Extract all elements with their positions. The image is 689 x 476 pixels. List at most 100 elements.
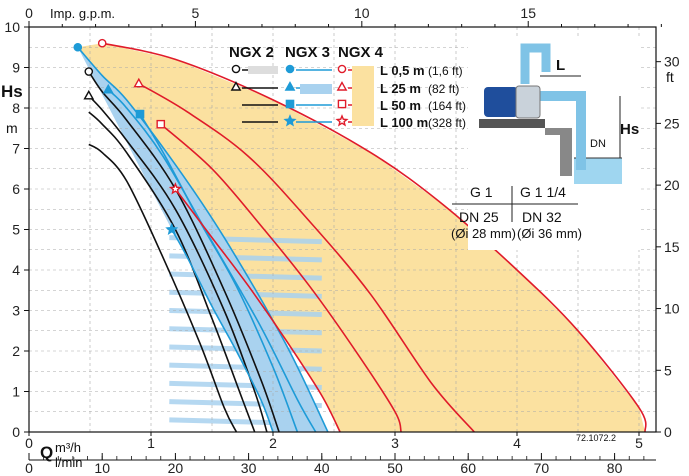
y-tick-label: 1 [12,384,20,400]
suction-pipe [540,91,586,170]
inset-g114: G 1 1/4 [520,184,566,200]
legend-model-ngx2: NGX 2 [229,44,274,61]
marker-ngx3-star [165,222,179,235]
legend-marker-ngx3 [284,81,296,91]
legend-marker-ngx3 [285,99,295,109]
y-tick-label: 0 [12,424,20,440]
marker-ngx4-circle [97,38,107,48]
inset-oi36: (Øi 36 mm) [517,226,582,241]
marker-ngx3-square [135,109,145,119]
pump-body [515,85,541,119]
legend-marker-ngx3 [285,64,295,74]
inset-dn32: DN 32 [522,209,562,225]
hatch-stripe [169,253,322,263]
marker-ngx2-tri [83,89,95,100]
legend-length-4-ft: (328 ft) [428,116,466,130]
x-tick-label: 4 [513,435,521,451]
marker-ngx4-star [168,182,182,195]
legend-fill-ngx4 [352,66,374,126]
curve-ngx2-l100m [88,143,238,433]
hatch-stripe [169,417,322,427]
curve-ngx3-l50m [139,113,299,433]
lmin-tick-label: 60 [460,460,476,476]
curve-ngx4-l100m [174,188,341,433]
lmin-tick-label: 30 [241,460,257,476]
curve-ngx4-l50m [160,123,402,433]
y-right-unit: ft [666,69,674,85]
legend-length-1-ft: (1,6 ft) [428,64,463,78]
legend-marker-ngx4 [337,64,347,74]
x-tick-label: 2 [269,435,277,451]
y-tick-label: 8 [12,100,20,116]
legend-length-3-ft: (164 ft) [428,99,466,113]
marker-ngx3-tri [102,83,114,94]
discharge-pipe [520,43,551,84]
x-tick-label: 1 [147,435,155,451]
curve-ngx3-l100m [171,229,274,433]
legend-length-3: L 50 m [380,98,421,113]
curve-ngx3-l05m [77,46,329,433]
hatch-stripe [169,344,322,354]
legend-marker-ngx3 [283,114,297,127]
fill-ngx4 [77,43,646,432]
legend-model-ngx4: NGX 4 [338,44,384,61]
curve-ngx2-l25m [88,95,268,433]
x-lmin-unit: l/min [55,455,82,470]
marker-ngx4-tri [133,77,145,88]
legend-length-1: L 0,5 m [380,63,425,78]
y-right-tick-label: 15 [664,239,680,255]
hatch-stripe [169,399,322,409]
lmin-tick-label: 50 [387,460,403,476]
curve-ngx4-l25m [138,83,475,433]
marker-origin [73,43,82,52]
hatch-stripe [169,380,322,390]
legend-fill-ngx2 [248,66,278,74]
legend-marker-ngx2 [231,64,241,74]
y-tick-label: 7 [12,141,20,157]
inset-panel [468,38,640,250]
x-axis-label: Q [40,443,53,462]
gpm-tick-label: 0 [25,5,33,21]
legend-marker-ngx4 [335,114,349,127]
legend-marker-ngx2 [230,81,242,91]
legend-model-ngx3: NGX 3 [285,44,330,61]
lmin-tick-label: 10 [94,460,110,476]
x-tick-label: 3 [391,435,399,451]
gpm-tick-label: 15 [520,5,536,21]
hatch-stripe [169,289,322,299]
legend-fill-ngx3 [300,84,332,94]
lmin-tick-label: 0 [25,460,33,476]
legend-swatches [230,64,374,127]
legend-marker-ngx4 [336,81,348,91]
inset-dn25: DN 25 [459,209,499,225]
legend: NGX 2 NGX 3 NGX 4 L 0,5 m (1,6 ft) L 25 … [229,44,466,130]
y-right-tick-label: 25 [664,115,680,131]
y-axis-unit: m [6,120,18,136]
y-tick-label: 6 [12,181,20,197]
lmin-tick-label: 80 [607,460,623,476]
x-tick-label: 5 [635,435,643,451]
wall [545,128,572,176]
marker-ngx4-square [156,119,166,129]
y-right-tick-label: 5 [664,362,672,378]
y-tick-label: 10 [4,19,20,35]
y-right-tick-label: 0 [664,424,672,440]
legend-length-2-ft: (82 ft) [428,82,459,96]
y-axis-label: Hs [1,82,23,101]
installation-inset: L Hs DN G 1 DN 25 (Øi 28 mm) G 1 1/4 DN … [451,38,640,250]
y-tick-label: 3 [12,303,20,319]
top-axis-label: Imp. g.p.m. [50,6,115,21]
inset-oi28: (Øi 28 mm) [451,226,516,241]
x-tick-label: 0 [25,435,33,451]
lmin-tick-label: 20 [168,460,184,476]
pump-base [479,119,545,128]
legend-length-4: L 100 m [380,115,428,130]
y-right-tick-label: 20 [664,177,680,193]
marker-ngx2-circle [84,67,94,76]
hatch-stripe [169,235,322,245]
y-tick-label: 9 [12,60,20,76]
inset-g1: G 1 [470,184,493,200]
y-tick-label: 4 [12,262,20,278]
